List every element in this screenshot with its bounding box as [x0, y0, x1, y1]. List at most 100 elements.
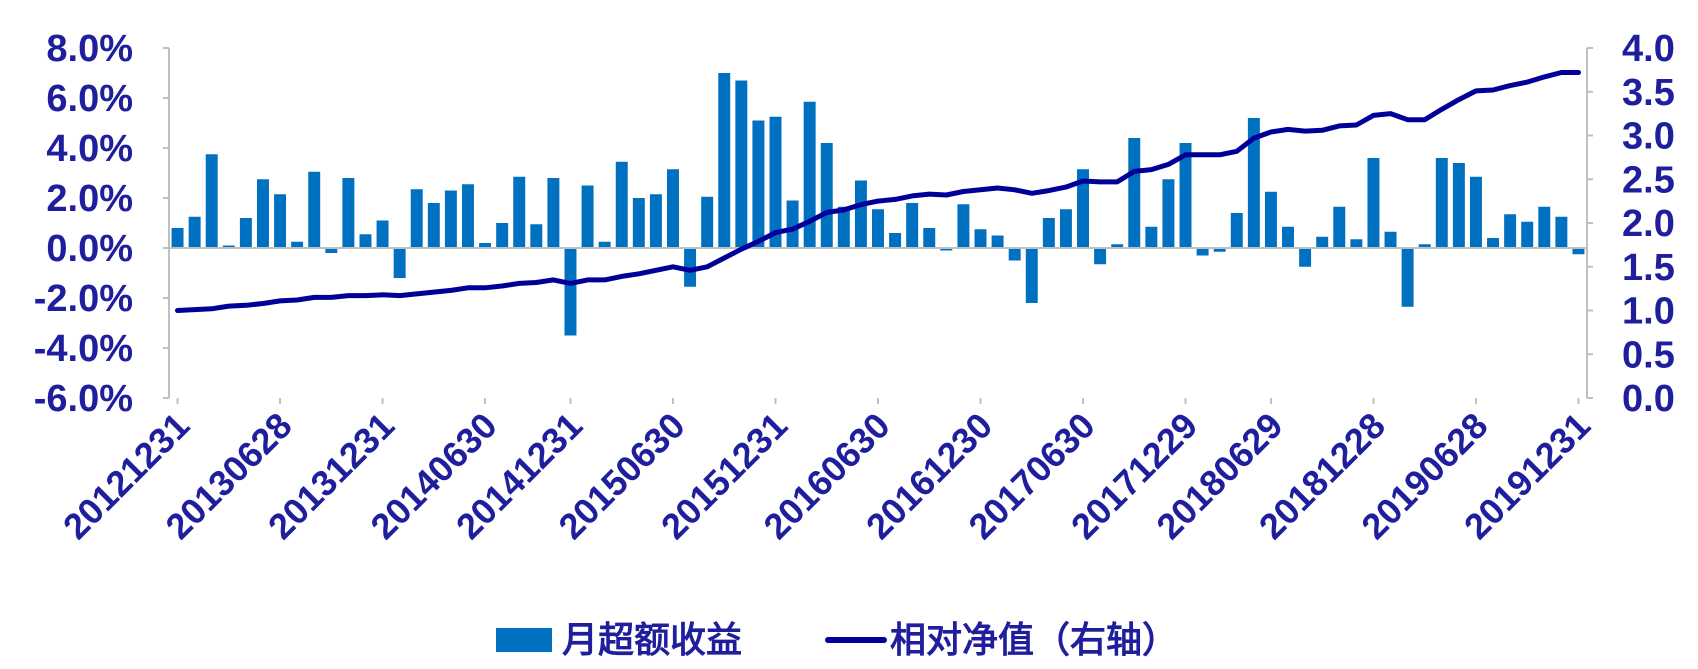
bar — [222, 245, 235, 248]
legend-swatch-bar — [496, 628, 552, 652]
bar — [1111, 244, 1124, 248]
bar — [410, 189, 423, 248]
bar — [205, 154, 218, 248]
bar — [1504, 214, 1517, 248]
bar — [1333, 206, 1346, 248]
bar — [1487, 238, 1500, 248]
bar — [1401, 248, 1414, 307]
bar — [803, 101, 816, 248]
y-left-axis: 8.0% 6.0% 4.0% 2.0% 0.0% -2.0% -4.0% -6.0% — [34, 28, 169, 420]
bar — [906, 203, 919, 248]
bar — [1247, 118, 1260, 248]
y-left-tick-label: 6.0% — [46, 78, 133, 120]
bar — [786, 200, 799, 248]
y-left-tick-label: 2.0% — [46, 178, 133, 220]
bar — [667, 169, 679, 248]
y-left-tick-label: -4.0% — [34, 328, 133, 370]
bar — [1179, 143, 1192, 248]
bar — [684, 248, 697, 287]
legend-label-bar: 月超额收益 — [562, 620, 742, 661]
bar — [769, 116, 782, 248]
bar — [479, 243, 492, 248]
bar — [889, 233, 902, 248]
y-right-tick-label: 1.0 — [1622, 291, 1675, 333]
bar — [1042, 218, 1055, 248]
bar — [444, 190, 457, 248]
bar — [1418, 244, 1431, 248]
bar — [530, 224, 543, 248]
y-left-tick-label: 0.0% — [46, 228, 133, 270]
x-axis: 2012123120130628201312312014063020141231… — [55, 398, 1598, 547]
bar — [393, 248, 406, 278]
bar — [854, 180, 867, 248]
bar — [1435, 158, 1448, 248]
bar — [1384, 231, 1397, 248]
bar — [1555, 216, 1568, 248]
bar — [1469, 176, 1482, 248]
bar — [188, 216, 201, 248]
bar — [1282, 226, 1294, 248]
bar — [1316, 236, 1329, 248]
bar — [991, 235, 1004, 248]
bar — [735, 80, 748, 248]
y-right-tick-label: 4.0 — [1622, 28, 1675, 70]
y-right-tick-label: 0.5 — [1622, 334, 1675, 376]
bar — [496, 223, 509, 248]
bar — [427, 203, 440, 248]
bar — [615, 161, 628, 248]
bar — [1162, 179, 1175, 248]
y-right-tick-label: 3.0 — [1622, 116, 1675, 158]
bar — [462, 184, 474, 248]
legend-label-line: 相对净值（右轴） — [890, 620, 1178, 661]
bar — [256, 179, 269, 248]
bar — [940, 248, 953, 251]
bar — [701, 196, 714, 248]
bar — [325, 248, 338, 253]
bar — [1213, 248, 1226, 252]
bar — [1128, 138, 1141, 248]
bar — [1452, 163, 1465, 248]
bar — [1572, 248, 1585, 255]
bar — [718, 73, 731, 248]
y-right-tick-label: 2.5 — [1622, 159, 1675, 201]
y-left-tick-label: 4.0% — [46, 128, 133, 170]
bar — [239, 218, 252, 248]
bar — [1059, 209, 1072, 248]
y-left-tick-label: 8.0% — [46, 28, 133, 70]
bar — [1299, 248, 1312, 267]
y-right-tick-label: 2.0 — [1622, 203, 1675, 245]
bar — [632, 198, 645, 248]
bar — [376, 220, 389, 248]
bar — [1025, 248, 1038, 303]
bar — [1196, 248, 1209, 256]
bar — [1264, 191, 1277, 248]
y-left-tick-label: -6.0% — [34, 378, 133, 420]
line-series — [175, 70, 1581, 313]
bar — [1077, 169, 1089, 248]
bar — [1008, 248, 1021, 261]
bar — [1094, 248, 1107, 265]
bar — [957, 204, 970, 248]
bar — [1145, 226, 1158, 248]
bar — [274, 194, 287, 248]
bar — [291, 241, 304, 248]
bar — [598, 241, 611, 248]
y-left-tick-label: -2.0% — [34, 278, 133, 320]
bar — [564, 248, 577, 336]
bar — [342, 178, 355, 248]
bar — [872, 209, 884, 248]
bar — [820, 143, 833, 248]
bar — [752, 120, 765, 248]
bar — [923, 228, 936, 248]
bar — [1367, 158, 1380, 248]
bar — [1350, 239, 1363, 248]
bar — [359, 234, 372, 248]
bar — [837, 206, 850, 248]
bar — [581, 185, 594, 248]
bar-series — [171, 73, 1585, 336]
legend: 月超额收益 相对净值（右轴） — [496, 620, 1178, 661]
bar — [1230, 213, 1243, 248]
y-right-tick-label: 1.5 — [1622, 247, 1675, 289]
y-right-axis: 4.03.53.02.52.01.51.00.50.0 — [1587, 28, 1675, 420]
